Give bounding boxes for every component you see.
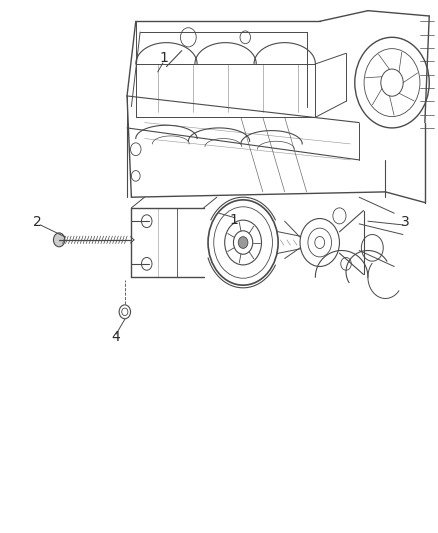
Text: 4: 4	[112, 330, 120, 344]
Text: 1: 1	[230, 213, 239, 227]
Circle shape	[238, 237, 248, 248]
Text: 3: 3	[401, 215, 410, 229]
Text: 2: 2	[33, 215, 42, 229]
Text: 1: 1	[160, 51, 169, 64]
Circle shape	[53, 233, 65, 247]
